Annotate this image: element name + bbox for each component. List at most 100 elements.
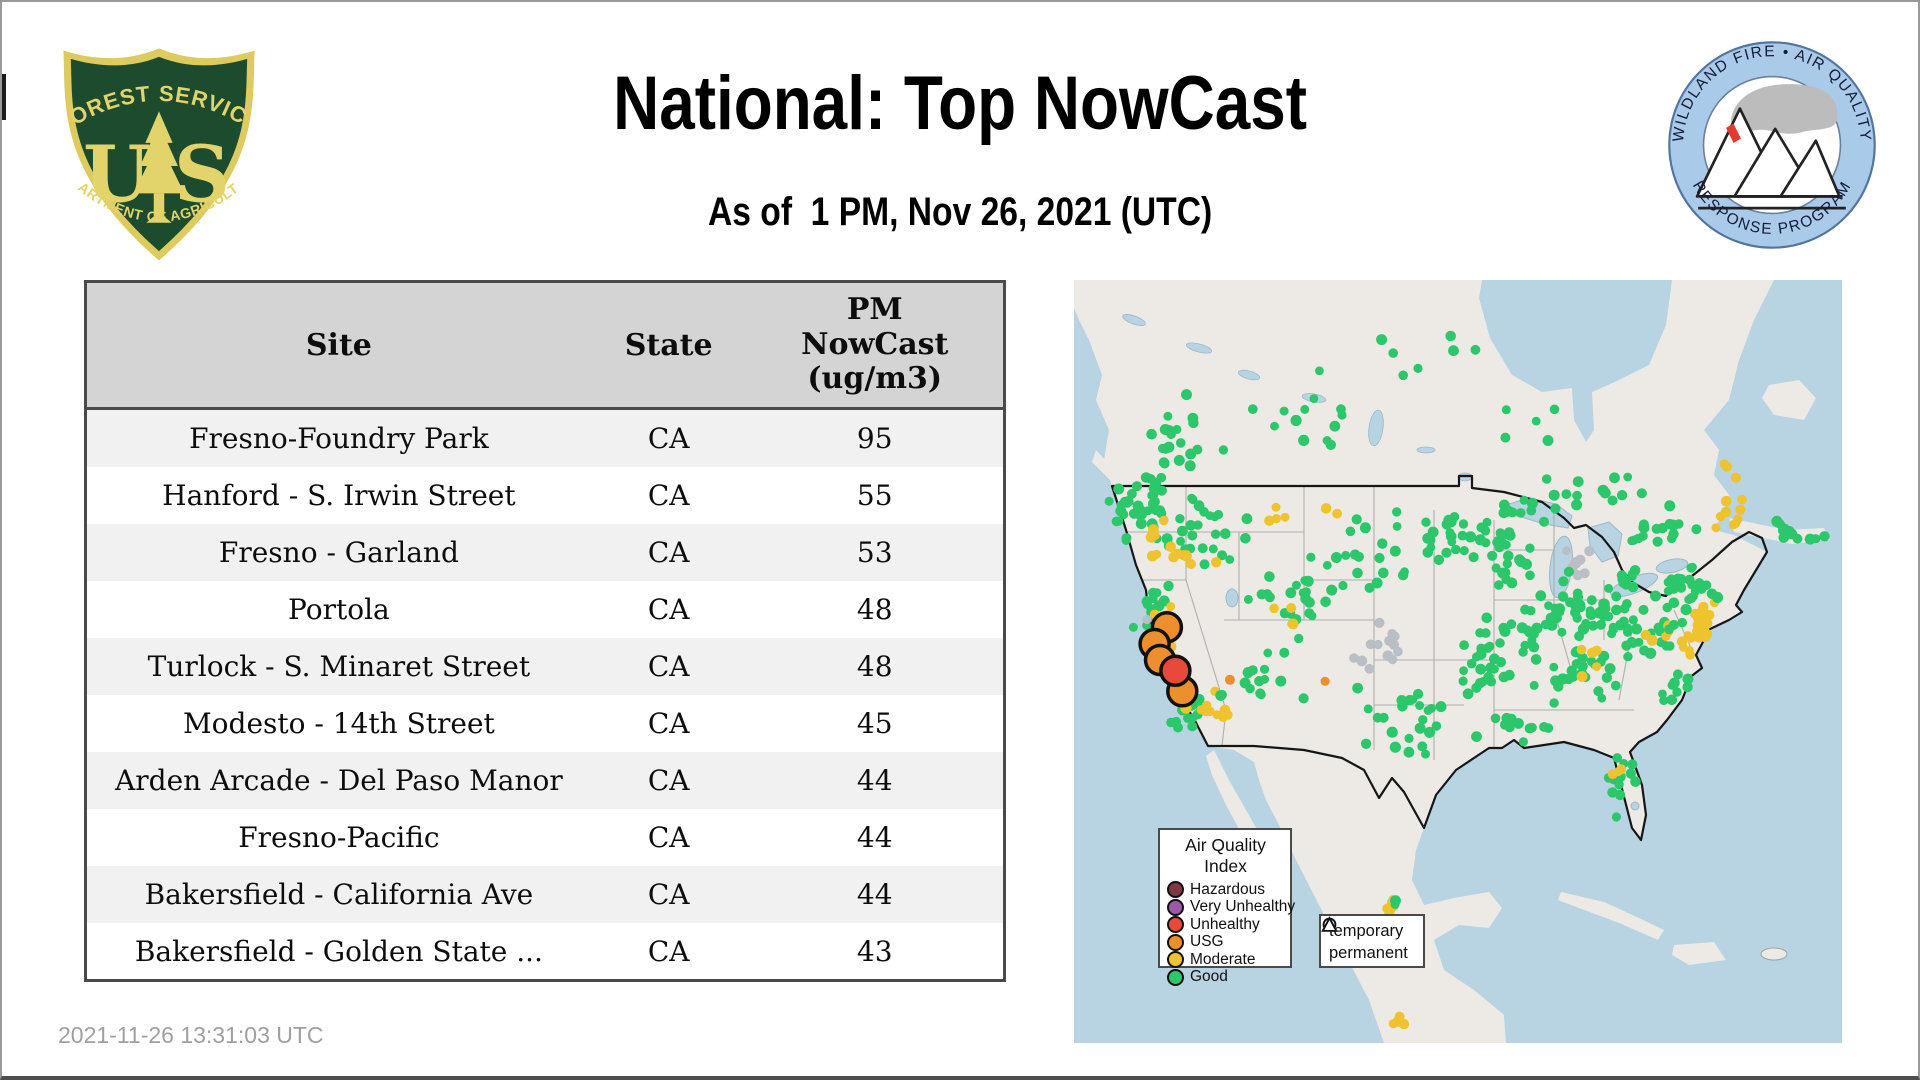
monitor-dot: [1114, 516, 1124, 526]
monitor-dot: [1571, 499, 1583, 511]
monitor-dot: [1686, 593, 1697, 604]
value-cell: 44: [856, 878, 893, 911]
monitor-dot: [1464, 531, 1477, 543]
monitor-dot: [1217, 550, 1228, 561]
monitor-dot: [1393, 646, 1403, 657]
aqi-legend-label: Hazardous: [1190, 880, 1265, 898]
monitor-dot: [1604, 663, 1616, 675]
monitor-dot: [1549, 698, 1559, 708]
page-subtitle: As of 1 PM, Nov 26, 2021 (UTC): [707, 190, 1213, 234]
monitor-dot: [1417, 741, 1428, 752]
monitor-dot: [1561, 489, 1572, 499]
aqi-legend-label: Unhealthy: [1190, 915, 1260, 933]
monitor-dot: [1418, 715, 1428, 725]
table-row: Modesto - 14th Street CA 45: [87, 695, 1003, 752]
very_unhealthy-color-dot: [1167, 898, 1184, 916]
monitor-dot: [1529, 680, 1539, 690]
monitor-dot: [1476, 643, 1487, 654]
monitor-dot: [1390, 900, 1400, 909]
monitor-dot: [1121, 533, 1132, 543]
monitor-dot: [1572, 570, 1583, 581]
monitor-dot: [1378, 712, 1389, 723]
monitor-dot: [1475, 663, 1487, 675]
monitor-dot: [1471, 652, 1482, 662]
monitor-dot: [1553, 681, 1564, 692]
monitor-dot: [1481, 612, 1492, 624]
monitor-dot: [1263, 648, 1273, 658]
monitor-dot: [1771, 515, 1783, 527]
monitor-dot: [1657, 522, 1668, 534]
monitor-dot: [1184, 460, 1196, 472]
monitor-dot: [1320, 676, 1330, 686]
table-row: Arden Arcade - Del Paso Manor CA 44: [87, 752, 1003, 809]
monitor-dot: [1225, 555, 1235, 564]
monitor-dot: [1392, 522, 1402, 531]
monitor-dot: [1435, 701, 1447, 713]
monitor-dot: [1631, 623, 1642, 635]
monitor-dot: [1222, 709, 1233, 720]
monitor-dot: [1280, 512, 1290, 522]
monitor-dot: [1636, 488, 1647, 499]
monitor-dot: [1218, 445, 1229, 455]
monitor-dot: [1389, 545, 1401, 557]
monitor-dot: [1496, 538, 1508, 549]
monitor-dot: [1672, 669, 1683, 680]
monitor-dot: [1298, 588, 1309, 598]
monitor-dot: [1585, 606, 1595, 616]
monitor-dot: [1306, 552, 1316, 562]
aqi-legend-item-moderate: Moderate: [1167, 951, 1284, 969]
table-row: Bakersfield - Golden State ... CA 43: [87, 923, 1003, 980]
monitor-dot: [1186, 559, 1196, 569]
monitor-dot: [1322, 436, 1332, 445]
monitor-dot: [1625, 768, 1636, 779]
wfaqrp-logo: WILDLAND FIRE • AIR QUALITY RESPONSE PRO…: [1665, 38, 1879, 252]
monitor-dot: [1611, 812, 1621, 822]
monitor-dot: [1504, 529, 1516, 541]
monitor-dot: [1480, 526, 1491, 536]
monitor-dot: [1458, 676, 1468, 686]
table-row: Portola CA 48: [87, 581, 1003, 638]
monitor-dot: [1500, 432, 1511, 443]
monitor-dot: [1309, 394, 1319, 403]
monitor-dot: [1669, 619, 1679, 630]
monitor-dot: [1682, 681, 1693, 693]
monitor-dot: [1176, 536, 1186, 546]
monitor-dot: [1611, 604, 1622, 616]
monitor-dot: [1413, 363, 1423, 373]
monitor-dot: [1426, 542, 1436, 552]
monitor-dot: [1298, 693, 1309, 704]
monitor-dot: [1378, 567, 1389, 579]
monitor-dot: [1445, 330, 1456, 342]
table-row: Turlock - S. Minaret Street CA 48: [87, 638, 1003, 695]
monitor-dot: [1557, 591, 1569, 602]
monitor-dot: [1352, 682, 1363, 694]
monitor-dot: [1304, 597, 1315, 608]
monitor-dot: [1498, 507, 1510, 519]
monitor-dot: [1197, 543, 1208, 554]
monitor-dot: [1142, 614, 1152, 625]
state-cell: CA: [647, 764, 690, 797]
monitor-dot: [1699, 631, 1711, 643]
monitor-dot: [1683, 631, 1693, 641]
monitor-dot: [1414, 722, 1426, 734]
monitor-dot: [1627, 759, 1638, 770]
monitor-dot: [1623, 472, 1633, 482]
monitor-dot: [1128, 622, 1138, 632]
monitor-dot: [1172, 424, 1182, 434]
monitor-dot: [1373, 639, 1383, 650]
monitor-dot: [1448, 345, 1459, 357]
monitor-dot: [1531, 416, 1541, 426]
monitor-dot: [1650, 590, 1661, 602]
monitor-dot: [1608, 625, 1618, 635]
monitor-dot: [1413, 688, 1424, 700]
monitor-dot: [1548, 611, 1558, 621]
monitor-dot: [1148, 587, 1158, 598]
monitor-dot: [1275, 675, 1287, 687]
monitor-dot: [1382, 650, 1394, 662]
monitor-dot: [1720, 506, 1732, 518]
monitor-dot: [1483, 671, 1494, 682]
monitor-dot: [1322, 560, 1332, 570]
monitor-dot: [1356, 655, 1368, 667]
monitor-dot: [1374, 552, 1385, 564]
monitor-dot: [1471, 731, 1482, 742]
